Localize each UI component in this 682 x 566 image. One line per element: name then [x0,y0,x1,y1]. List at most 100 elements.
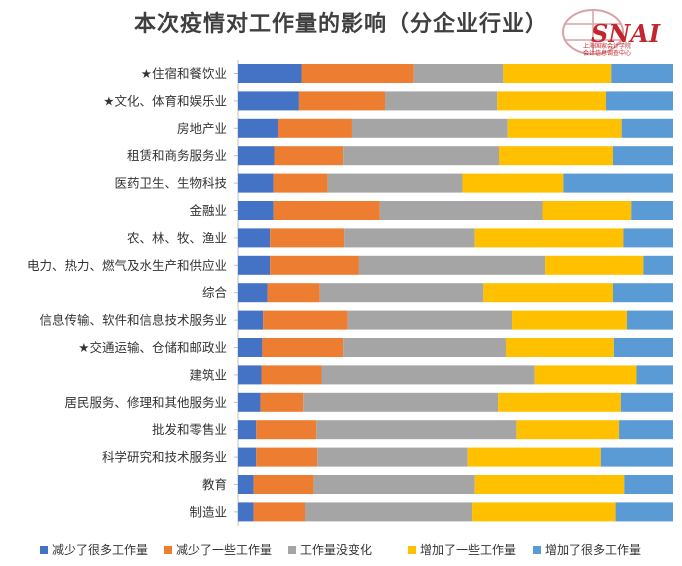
bar-segment [379,201,543,220]
bar-segment [512,310,627,330]
bar-segment [253,475,314,494]
bar-segment [238,201,274,220]
bar-segment [327,173,463,193]
legend-label: 增加了一些工作量 [420,543,517,557]
chart-title: 本次疫情对工作量的影响（分企业行业） [133,12,548,37]
bar-segment [238,64,302,83]
logo-wordmark: SNAI [591,19,661,48]
category-label: 医药卫生、生物科技 [114,176,227,191]
bar-segment [623,228,673,248]
logo-org-name: 上海国家会计学院 会计信息调查中心 [583,43,675,57]
bar-segment [474,475,625,494]
category-label: 电力、热力、燃气及水生产和供应业 [27,258,227,273]
bar-segment [273,173,328,193]
bar-segment [321,365,535,385]
bar-segment [385,91,498,111]
bar-segment [303,392,499,412]
bar-segment [516,420,620,440]
category-label: 批发和零售业 [152,422,227,437]
bar-segment [319,283,484,303]
legend: 减少了很多工作量 减少了一些工作量 工作量没变化 增加了一些工作量 增加了很多工作量 [40,541,680,561]
bar-segment [413,64,504,83]
bar-segment [626,310,673,330]
category-label: ★住宿和餐饮业 [141,66,227,81]
bar-segment [542,201,632,220]
bar-segment [238,447,257,467]
bar-segment [238,283,268,303]
bar-segment [298,91,386,111]
bar-segment [263,310,348,330]
bar-segment [238,255,271,275]
legend-label: 增加了很多工作量 [545,543,642,557]
legend-swatch [408,545,416,554]
bar-segment [545,255,644,275]
bar-segment [238,310,264,330]
bar-segment [503,64,612,83]
bar-segment [472,502,616,522]
legend-swatch [533,545,541,554]
bar-segment [343,338,506,357]
legend-label: 工作量没变化 [300,543,373,557]
legend-label: 减少了一些工作量 [176,543,273,557]
bar-segment [505,338,614,357]
bar-segment [317,447,468,467]
bar-segment [631,201,673,220]
bar-segment [304,502,473,522]
bar-segment [600,447,673,467]
bar-segment [238,392,261,412]
bar-segment [238,420,257,440]
bar-segment [358,255,546,275]
bar-segment [256,420,317,440]
logo-org-line-1: 上海国家会计学院 [583,43,632,50]
bar-segment [351,118,508,138]
bar-segment [262,338,344,357]
bar-segment [238,173,274,193]
legend-item: 减少了很多工作量 [40,541,148,558]
bar-segment [253,502,305,522]
category-label: ★文化、体育和娱乐业 [103,93,227,108]
bar-segment [238,91,299,111]
bar-segment [467,447,601,467]
bar-segment [606,91,673,111]
bar-segment [507,118,622,138]
snai-logo: SNAI [562,9,661,55]
legend-label: 减少了很多工作量 [52,543,149,557]
bar-segment [499,146,613,166]
bar-segment [313,475,475,494]
bar-segment [615,502,673,522]
category-label: 制造业 [189,504,227,519]
bar-segment [621,118,673,138]
bar-segment [238,365,262,385]
bar-segment [267,283,320,303]
bar-segment [274,146,344,166]
bar-segment [238,502,254,522]
legend-item: 增加了很多工作量 [533,541,641,558]
bar-segment [636,365,673,385]
bar-segment [612,283,673,303]
bar-segment [343,146,499,166]
bar-segment [613,338,673,357]
bar-segment [462,173,564,193]
bar-segment [278,118,352,138]
bar-segment [483,283,613,303]
category-label: 房地产业 [177,121,227,136]
bar-segment [316,420,517,440]
legend-item: 减少了一些工作量 [164,541,272,558]
logo-org-line-2: 会计信息调查中心 [583,50,632,57]
bar-segment [624,475,673,494]
bar-segment [643,255,673,275]
bar-segment [270,255,359,275]
bar-segment [498,392,621,412]
bar-segment [497,91,607,111]
category-label: 金融业 [189,203,227,218]
category-label: 信息传输、软件和信息技术服务业 [39,313,227,328]
bar-segment [612,146,673,166]
bar-segment [260,392,304,412]
legend-swatch [164,545,172,554]
bar-segment [344,228,475,248]
legend-item: 增加了一些工作量 [408,541,516,558]
category-label: ★交通运输、仓储和邮政业 [78,340,227,355]
legend-swatch [288,545,296,554]
bar-segment [238,338,263,357]
category-label: 租赁和商务服务业 [127,148,227,163]
